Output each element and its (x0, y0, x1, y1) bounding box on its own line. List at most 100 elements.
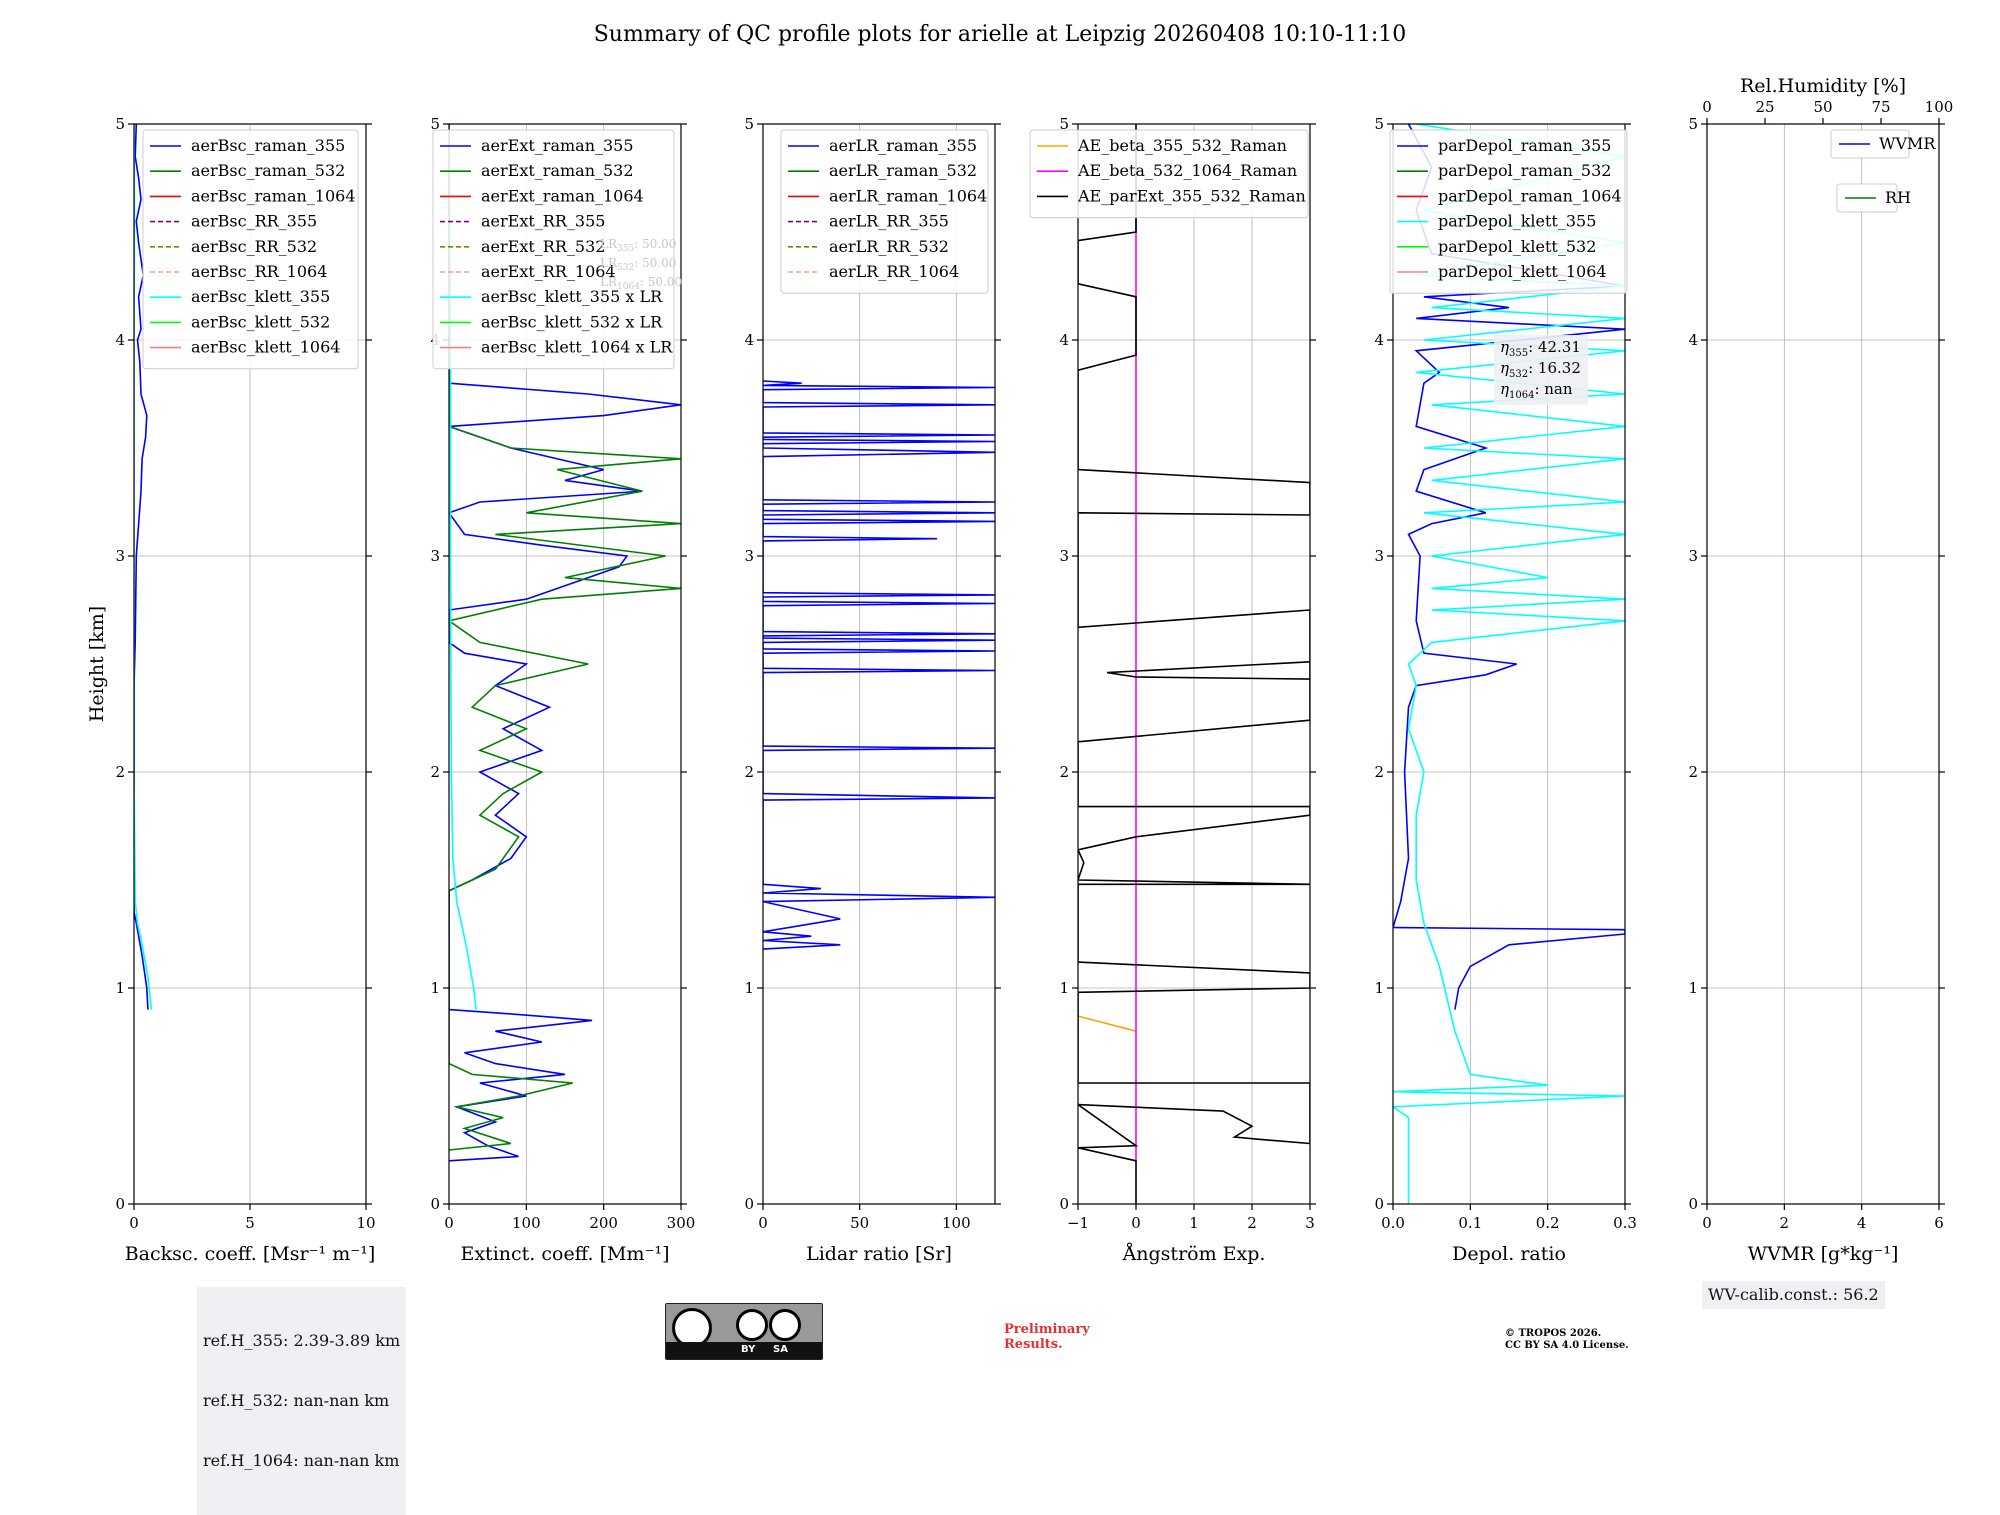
ref-h-1064: ref.H_1064: nan-nan km (203, 1451, 400, 1470)
xtick-label: 1 (1189, 1214, 1199, 1232)
preliminary-note: Preliminary Results. (1004, 1322, 1090, 1352)
legend-RH: RH (1836, 183, 1911, 213)
legend-entry: aerLR_RR_532 (829, 237, 949, 256)
legend-entry: parDepol_klett_1064 (1438, 262, 1607, 281)
xtick-label: 0 (129, 1214, 139, 1232)
ytick-label: 3 (1059, 547, 1069, 565)
legend-entry: aerBsc_klett_532 x LR (481, 312, 663, 331)
legend-entry: parDepol_raman_532 (1438, 161, 1611, 180)
ytick-label: 1 (1374, 979, 1384, 997)
legend-entry: parDepol_raman_1064 (1438, 186, 1622, 205)
legend-entry: aerExt_raman_355 (481, 136, 634, 155)
xtick-label: 100 (512, 1214, 541, 1232)
legend-entry: aerLR_RR_1064 (829, 262, 959, 281)
figure: Summary of QC profile plots for arielle … (86, 22, 1953, 1515)
top-xtick-label: 25 (1755, 98, 1774, 116)
lr-note-532: LR532: 50.00 (600, 256, 676, 273)
legend-box (1029, 129, 1309, 219)
xtick-label: 5 (245, 1214, 255, 1232)
xtick-label: 4 (1857, 1214, 1867, 1232)
xtick-label: 2 (1780, 1214, 1790, 1232)
ytick-label: 2 (115, 763, 125, 781)
series-parDepol_klett_355 (1393, 124, 1625, 1204)
legend-entry: aerBsc_klett_355 (191, 287, 330, 306)
legend-bsc: aerBsc_raman_355 aerBsc_raman_532 aerBsc_r… (142, 129, 359, 370)
xtick-label: 10 (356, 1214, 375, 1232)
panel-wv: 0 2 4 6 0 1 2 3 4 5 WVMR [g*kg⁻¹] 0 25 50 75 100 Rel.Hum… (1688, 75, 1953, 1265)
ytick-label: 5 (1688, 115, 1698, 133)
panel-ext: 0100200300012345Extinct. coeff. [Mm⁻¹]ae… (430, 115, 695, 1265)
legend-entry: aerExt_raman_532 (481, 161, 634, 180)
ytick-label: 5 (1059, 115, 1069, 133)
cc-by-label: BY (741, 1344, 756, 1355)
legend-entry: aerLR_RR_355 (829, 212, 949, 231)
ytick-label: 4 (115, 331, 125, 349)
ytick-label: 3 (744, 547, 754, 565)
xtick-label: 0 (758, 1214, 768, 1232)
legend-entry: aerBsc_klett_1064 x LR (481, 338, 673, 357)
copyright-note: © TROPOS 2026. CC BY SA 4.0 License. (1505, 1328, 1629, 1351)
xaxis-label: Lidar ratio [Sr] (806, 1243, 952, 1265)
legend-label: WVMR (1879, 134, 1936, 153)
ytick-label: 2 (1059, 763, 1069, 781)
ytick-label: 0 (1374, 1195, 1384, 1213)
axes-frame (133, 123, 367, 1205)
series-parDepol_raman_355 (1393, 124, 1625, 1010)
ytick-label: 5 (744, 115, 754, 133)
legend-entry: aerBsc_klett_355 x LR (481, 287, 663, 306)
series-aerLR_raman_355 (763, 380, 995, 950)
cc-icon (672, 1308, 712, 1348)
panel-bsc: 0 5 10 0 1 2 3 4 5 Backsc. coeff. [Msr⁻¹ m⁻¹] Heig… (86, 115, 376, 1265)
ytick-label: 1 (744, 979, 754, 997)
ytick-label: 4 (744, 331, 754, 349)
xtick-label: 0.1 (1458, 1214, 1482, 1232)
xaxis-label: Backsc. coeff. [Msr⁻¹ m⁻¹] (125, 1243, 376, 1265)
legend-entry: aerBsc_RR_532 (191, 237, 317, 256)
ytick-label: 1 (430, 979, 440, 997)
xtick-label: 0 (1131, 1214, 1141, 1232)
ytick-label: 2 (430, 763, 440, 781)
legend-WVMR: WVMR (1830, 129, 1936, 159)
legend-ext: aerExt_raman_355 aerExt_raman_532 aerExt_r… (432, 129, 675, 370)
legend-entry: parDepol_klett_532 (1438, 237, 1596, 256)
ytick-label: 2 (1374, 763, 1384, 781)
ytick-label: 2 (744, 763, 754, 781)
lr-note-355: LR355: 50.00 (600, 237, 676, 254)
top-xtick-label: 100 (1925, 98, 1954, 116)
ytick-label: 0 (430, 1195, 440, 1213)
legend-lr: aerLR_raman_355 aerLR_raman_532 aerLR_rama… (780, 129, 989, 294)
ytick-label: 5 (1374, 115, 1384, 133)
legend-entry: AE_beta_355_532_Raman (1077, 136, 1287, 155)
eta-1064: η1064: nan (1500, 380, 1573, 401)
ytick-label: 0 (744, 1195, 754, 1213)
legend-ae: AE_beta_355_532_Raman AE_beta_532_1064_Ra… (1029, 129, 1309, 219)
xtick-label: 0 (1702, 1214, 1712, 1232)
xtick-label: 0.3 (1613, 1214, 1637, 1232)
axes-frame (1392, 123, 1626, 1205)
panel-lr: 0 50 100 0 1 2 3 4 5 Lidar ratio [Sr] aerLR_raman_… (744, 115, 1001, 1265)
xtick-label: 0.0 (1381, 1214, 1405, 1232)
legend-box (142, 129, 359, 370)
xtick-label: 50 (850, 1214, 869, 1232)
ytick-label: 1 (1059, 979, 1069, 997)
legend-entry: aerExt_RR_355 (481, 212, 605, 231)
axes-frame (448, 123, 682, 1205)
series-AE_parExt_355_532_Raman (1078, 124, 1310, 1204)
ytick-label: 4 (1374, 331, 1384, 349)
legend-box (432, 129, 675, 370)
yaxis-label: Height [km] (86, 606, 108, 722)
legend-entry: AE_parExt_355_532_Raman (1077, 186, 1306, 205)
top-xtick-label: 0 (1702, 98, 1712, 116)
ytick-label: 4 (1688, 331, 1698, 349)
series-aerExt_raman_532 (449, 124, 681, 1151)
legend-entry: parDepol_raman_355 (1438, 136, 1611, 155)
by-person-icon (736, 1309, 768, 1341)
xaxis-label: Depol. ratio (1452, 1243, 1566, 1265)
legend-entry: aerBsc_raman_355 (191, 136, 345, 155)
legend-entry: aerLR_raman_355 (829, 136, 977, 155)
legend-entry: aerLR_raman_532 (829, 161, 977, 180)
xtick-label: 2 (1247, 1214, 1257, 1232)
ytick-label: 1 (1688, 979, 1698, 997)
